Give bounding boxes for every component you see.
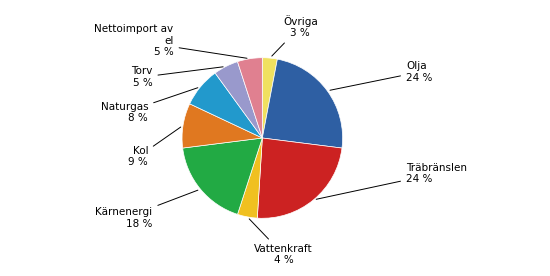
Wedge shape bbox=[257, 138, 342, 218]
Wedge shape bbox=[262, 59, 343, 148]
Wedge shape bbox=[262, 58, 277, 138]
Wedge shape bbox=[183, 138, 262, 214]
Text: Torv
5 %: Torv 5 % bbox=[131, 66, 223, 88]
Text: Träbränslen
24 %: Träbränslen 24 % bbox=[316, 163, 467, 199]
Wedge shape bbox=[238, 58, 262, 138]
Text: Kärnenergi
18 %: Kärnenergi 18 % bbox=[95, 190, 198, 229]
Text: Kol
9 %: Kol 9 % bbox=[129, 127, 181, 167]
Wedge shape bbox=[238, 138, 262, 218]
Wedge shape bbox=[182, 104, 262, 148]
Text: Övriga
3 %: Övriga 3 % bbox=[272, 15, 318, 56]
Wedge shape bbox=[215, 62, 262, 138]
Text: Nettoimport av
el
5 %: Nettoimport av el 5 % bbox=[95, 24, 247, 58]
Text: Olja
24 %: Olja 24 % bbox=[330, 61, 432, 90]
Text: Vattenkraft
4 %: Vattenkraft 4 % bbox=[249, 219, 313, 266]
Text: Naturgas
8 %: Naturgas 8 % bbox=[101, 88, 198, 123]
Wedge shape bbox=[190, 73, 262, 138]
